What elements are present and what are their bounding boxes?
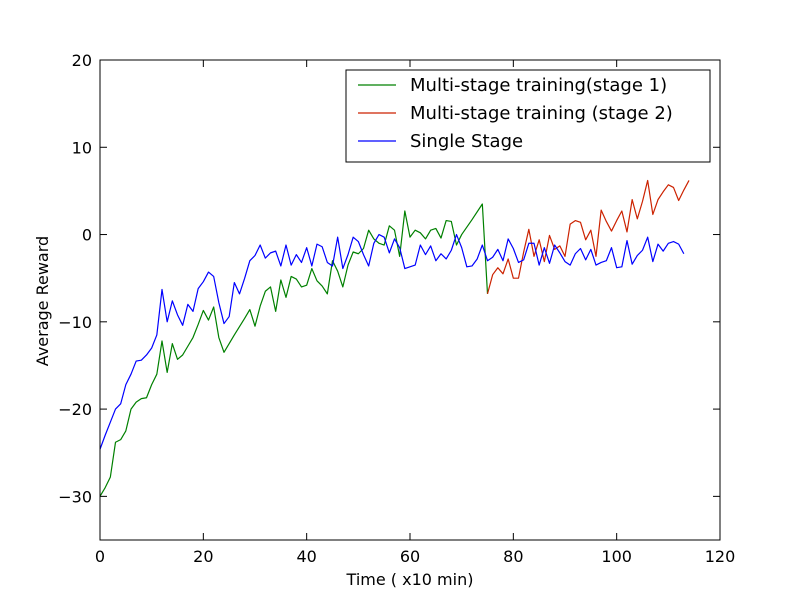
y-tick-label: −10 [58, 313, 92, 332]
y-axis-label: Average Reward [33, 236, 52, 366]
y-tick-label: −20 [58, 400, 92, 419]
x-tick-label: 20 [193, 547, 213, 566]
axes-layer: 0 20 40 60 80 100 120 −30 −20 −10 0 10 20 [58, 51, 735, 566]
x-axis-label: Time ( x10 min) [346, 570, 474, 589]
legend-box [345, 69, 711, 163]
legend-label-1: Multi-stage training(stage 1) [410, 75, 667, 96]
x-tick-label: 40 [296, 547, 316, 566]
x-tick-label: 120 [705, 547, 736, 566]
x-tick-label: 80 [503, 547, 523, 566]
legend-label-2: Multi-stage training (stage 2) [410, 103, 673, 124]
x-tick-label: 0 [95, 547, 105, 566]
x-tick-label: 60 [400, 547, 420, 566]
legend-label-3: Single Stage [410, 131, 523, 152]
y-tick-label: 10 [72, 138, 92, 157]
series-layer [99, 179, 690, 497]
series-line-3 [99, 233, 685, 450]
y-tick-label: −30 [58, 487, 92, 506]
series-line-2 [486, 179, 690, 295]
x-tick-label: 100 [601, 547, 632, 566]
y-tick-label: 20 [72, 51, 92, 70]
series-line-1 [99, 203, 489, 497]
y-tick-label: 0 [82, 226, 92, 245]
legend: Multi-stage training(stage 1) Multi-stage… [345, 69, 711, 163]
